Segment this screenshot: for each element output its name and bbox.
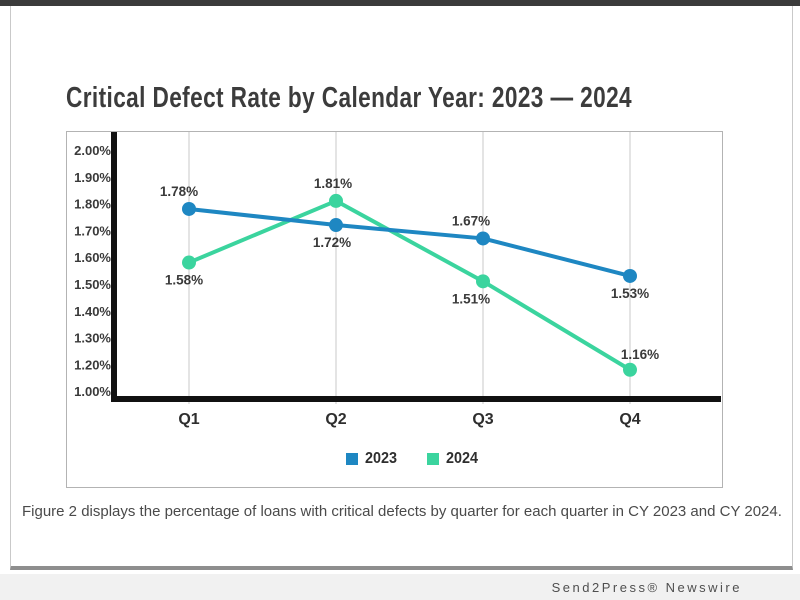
x-axis-label-q4: Q4 — [619, 411, 640, 428]
point-label-2024-q1: 1.58% — [165, 273, 203, 288]
point-2024-q1 — [182, 255, 196, 270]
chart-title: Critical Defect Rate by Calendar Year: 2… — [66, 82, 633, 114]
legend-item-2023: 2023 — [346, 450, 401, 468]
series-line-2024 — [187, 198, 632, 372]
x-axis-label-q2: Q2 — [325, 411, 346, 428]
point-2023-q4 — [623, 268, 637, 283]
point-2024-q3 — [476, 274, 490, 289]
y-tick-label-1.40%: 1.40% — [74, 304, 111, 319]
y-tick-label-1.00%: 1.00% — [74, 384, 111, 399]
chart-area: 2.00% 1.90% 1.80% 1.70% 1.60% 1.50% 1.40% 1.30%… — [66, 131, 723, 488]
point-2023-q1 — [182, 201, 196, 216]
point-label-2023-q4: 1.53% — [611, 286, 649, 301]
footer-strip: Send2Press® Newswire — [0, 574, 800, 600]
y-tick-label-1.80%: 1.80% — [74, 197, 111, 212]
point-2023-q2 — [329, 218, 343, 233]
series-line-2023 — [187, 206, 632, 278]
legend-label-2023: 2023 — [365, 450, 398, 467]
legend-label-2024: 2024 — [445, 450, 478, 467]
point-2024-q2 — [329, 193, 343, 208]
y-tick-label-1.90%: 1.90% — [74, 170, 111, 185]
point-2024-q4 — [623, 362, 637, 377]
x-axis-label-q3: Q3 — [472, 411, 493, 428]
y-tick-label-1.60%: 1.60% — [74, 250, 111, 265]
point-label-2024-q2: 1.81% — [314, 176, 352, 191]
x-axis-label-q1: Q1 — [178, 411, 199, 428]
chart-legend: 2023 2024 — [346, 450, 481, 468]
point-label-2024-q4: 1.16% — [621, 347, 659, 362]
point-label-2023-q1: 1.78% — [160, 184, 198, 199]
y-tick-label-1.50%: 1.50% — [74, 277, 111, 292]
point-label-2023-q3: 1.67% — [452, 213, 490, 228]
point-2023-q3 — [476, 231, 490, 246]
legend-swatch-2023-icon — [346, 453, 358, 465]
top-border-bar — [0, 0, 800, 6]
point-label-2024-q3: 1.51% — [452, 291, 490, 306]
line-chart: 2.00% 1.90% 1.80% 1.70% 1.60% 1.50% 1.40% 1.30%… — [74, 132, 721, 428]
figure-card: Critical Defect Rate by Calendar Year: 2… — [10, 6, 793, 570]
legend-item-2024: 2024 — [426, 450, 482, 468]
y-tick-label-2.00%: 2.00% — [74, 143, 111, 158]
y-tick-label-1.30%: 1.30% — [74, 331, 111, 346]
newswire-credit: Send2Press® Newswire — [551, 579, 742, 595]
y-tick-label-1.20%: 1.20% — [74, 357, 111, 372]
legend-swatch-2024-icon — [426, 453, 439, 465]
point-label-2023-q2: 1.72% — [313, 235, 351, 250]
y-tick-label-1.70%: 1.70% — [74, 223, 111, 238]
figure-caption: Figure 2 displays the percentage of loan… — [22, 503, 782, 520]
